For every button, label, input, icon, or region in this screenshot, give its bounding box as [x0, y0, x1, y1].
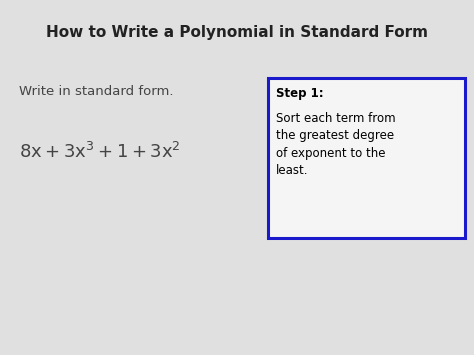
- Text: Write in standard form.: Write in standard form.: [19, 85, 173, 98]
- Text: Step 1:: Step 1:: [276, 87, 324, 100]
- Text: Sort each term from
the greatest degree
of exponent to the
least.: Sort each term from the greatest degree …: [276, 112, 396, 178]
- Text: $\mathrm{8x + 3x^3 + 1 + 3x^2}$: $\mathrm{8x + 3x^3 + 1 + 3x^2}$: [19, 142, 181, 162]
- Text: How to Write a Polynomial in Standard Form: How to Write a Polynomial in Standard Fo…: [46, 25, 428, 40]
- FancyBboxPatch shape: [268, 78, 465, 238]
